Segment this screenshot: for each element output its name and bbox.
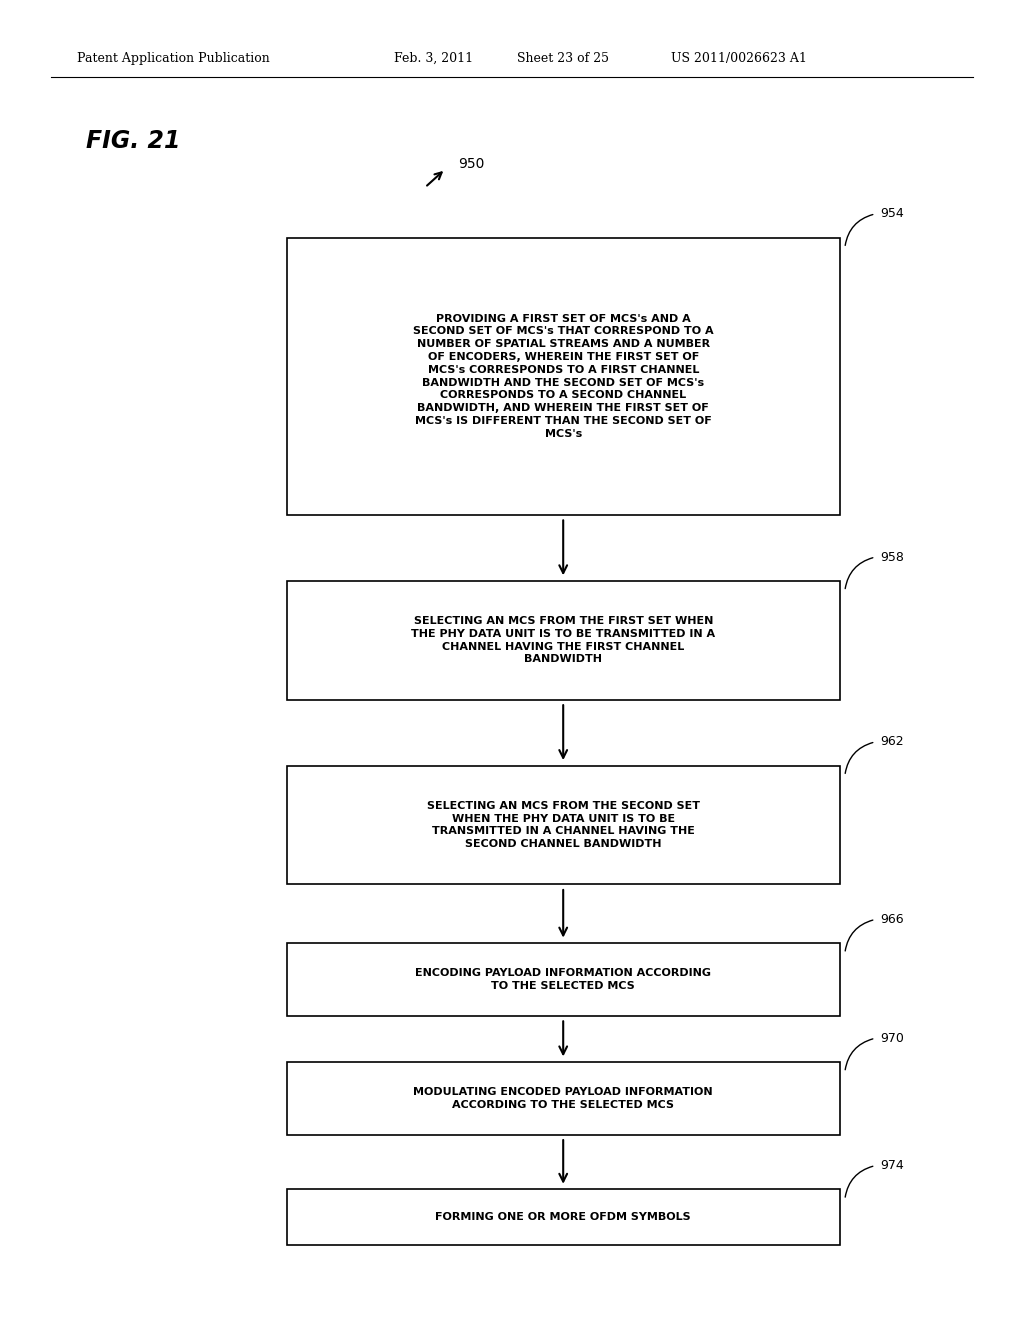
FancyBboxPatch shape	[287, 942, 840, 1016]
Text: 970: 970	[881, 1032, 904, 1044]
Text: Patent Application Publication: Patent Application Publication	[77, 51, 269, 65]
Text: SELECTING AN MCS FROM THE FIRST SET WHEN
THE PHY DATA UNIT IS TO BE TRANSMITTED : SELECTING AN MCS FROM THE FIRST SET WHEN…	[412, 616, 715, 664]
Text: 958: 958	[881, 550, 904, 564]
FancyBboxPatch shape	[287, 1189, 840, 1245]
Text: ENCODING PAYLOAD INFORMATION ACCORDING
TO THE SELECTED MCS: ENCODING PAYLOAD INFORMATION ACCORDING T…	[415, 968, 712, 991]
Text: 962: 962	[881, 735, 904, 748]
FancyBboxPatch shape	[287, 238, 840, 515]
Text: US 2011/0026623 A1: US 2011/0026623 A1	[671, 51, 807, 65]
Text: SELECTING AN MCS FROM THE SECOND SET
WHEN THE PHY DATA UNIT IS TO BE
TRANSMITTED: SELECTING AN MCS FROM THE SECOND SET WHE…	[427, 801, 699, 849]
Text: FIG. 21: FIG. 21	[86, 129, 180, 153]
FancyBboxPatch shape	[287, 581, 840, 700]
Text: FORMING ONE OR MORE OFDM SYMBOLS: FORMING ONE OR MORE OFDM SYMBOLS	[435, 1212, 691, 1222]
Text: 950: 950	[458, 157, 484, 170]
Text: 954: 954	[881, 207, 904, 220]
Text: 966: 966	[881, 913, 904, 925]
Text: PROVIDING A FIRST SET OF MCS's AND A
SECOND SET OF MCS's THAT CORRESPOND TO A
NU: PROVIDING A FIRST SET OF MCS's AND A SEC…	[413, 314, 714, 438]
Text: MODULATING ENCODED PAYLOAD INFORMATION
ACCORDING TO THE SELECTED MCS: MODULATING ENCODED PAYLOAD INFORMATION A…	[414, 1086, 713, 1110]
Text: 974: 974	[881, 1159, 904, 1172]
FancyBboxPatch shape	[287, 766, 840, 884]
FancyBboxPatch shape	[287, 1061, 840, 1134]
Text: Feb. 3, 2011: Feb. 3, 2011	[394, 51, 473, 65]
Text: Sheet 23 of 25: Sheet 23 of 25	[517, 51, 609, 65]
